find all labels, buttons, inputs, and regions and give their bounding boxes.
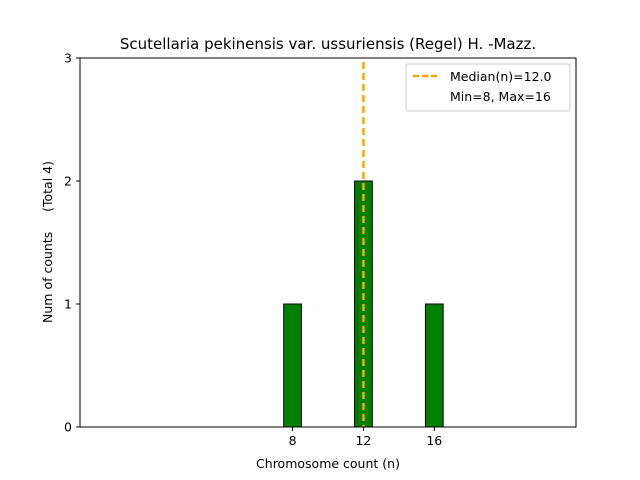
- y-axis-label: Num of counts (Total 4): [40, 161, 55, 323]
- chart-title: Scutellaria pekinensis var. ussuriensis …: [120, 35, 536, 53]
- legend-box: [405, 63, 571, 112]
- legend-median-label: Median(n)=12.0: [450, 69, 551, 84]
- y-tick-label: 2: [64, 174, 72, 189]
- x-tick-label: 12: [355, 433, 371, 448]
- legend-minmax-label: Min=8, Max=16: [450, 89, 551, 104]
- bar-n-8: [283, 303, 302, 428]
- x-tick-label: 8: [289, 433, 297, 448]
- x-tick-label: 16: [426, 433, 442, 448]
- chart-marks: [80, 62, 488, 428]
- y-tick-label: 3: [64, 51, 72, 66]
- legend: Median(n)=12.0 Min=8, Max=16: [405, 63, 571, 112]
- bar-n-16: [424, 303, 444, 428]
- y-tick-label: 1: [64, 297, 72, 312]
- plot-frame: [79, 57, 577, 428]
- y-tick-label: 0: [64, 420, 72, 435]
- x-axis-label: Chromosome count (n): [256, 456, 400, 471]
